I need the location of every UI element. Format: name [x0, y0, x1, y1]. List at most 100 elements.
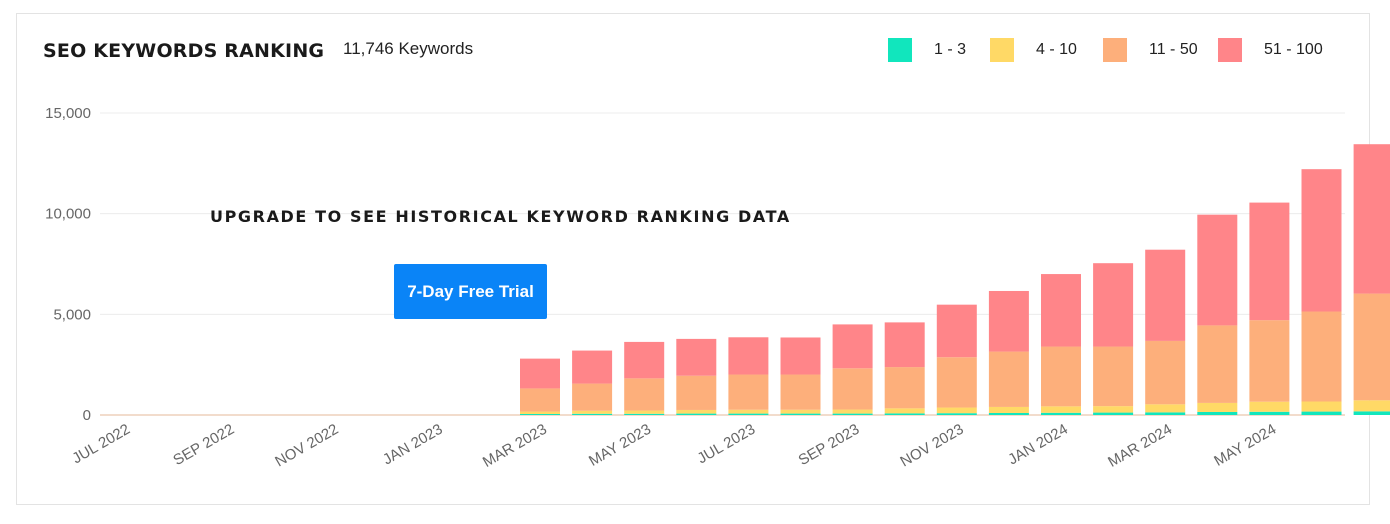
- keyword-count: 11,746 Keywords: [343, 39, 474, 58]
- bar-segment: [676, 413, 717, 415]
- bar-segment: [572, 350, 613, 384]
- y-tick-label: 10,000: [45, 206, 91, 223]
- bar-segment: [1041, 346, 1081, 407]
- bar-segment: [520, 358, 560, 389]
- bar-segment: [1145, 249, 1186, 341]
- x-tick-label: MAY 2023: [586, 421, 654, 470]
- bar-segment: [520, 413, 560, 415]
- bar-segment: [936, 357, 977, 408]
- bar-segment: [936, 304, 977, 358]
- bar-segment: [624, 410, 665, 414]
- bar-segment: [1197, 402, 1238, 412]
- legend-swatch-11-50: [1103, 38, 1127, 62]
- bar-segment: [832, 413, 873, 415]
- bar-segment: [728, 374, 769, 410]
- bar-segment: [1249, 411, 1290, 415]
- bar-segment: [572, 383, 613, 411]
- bar-segment: [1353, 411, 1390, 415]
- x-tick-label: NOV 2022: [272, 421, 341, 471]
- x-tick-label: MAR 2024: [1105, 421, 1175, 471]
- bar-segment: [1041, 412, 1081, 415]
- x-tick-label: JUL 2022: [69, 421, 133, 468]
- x-tick-label: SEP 2023: [796, 421, 863, 469]
- bar-segment: [624, 413, 665, 415]
- bar-segment: [780, 337, 821, 375]
- bar-segment: [1353, 400, 1390, 412]
- bar-segment: [884, 413, 925, 415]
- bar-segment: [728, 337, 769, 375]
- bar-segment: [1041, 274, 1081, 347]
- bar-segment: [1093, 412, 1134, 415]
- bar-segment: [988, 290, 1029, 352]
- bar-segment: [988, 351, 1029, 407]
- legend-item-51-100[interactable]: 51 - 100: [1218, 38, 1323, 62]
- legend-swatch-4-10: [990, 38, 1014, 62]
- x-tick-label: NOV 2023: [897, 421, 966, 471]
- chart-card: [16, 13, 1370, 505]
- bar-segment: [1145, 340, 1186, 405]
- bar-segment: [988, 412, 1029, 415]
- bar-segment: [1093, 263, 1134, 347]
- bar-segment: [1145, 404, 1186, 413]
- bar-segment: [676, 338, 717, 376]
- bar-segment: [1093, 346, 1134, 407]
- upgrade-message: UPGRADE TO SEE HISTORICAL KEYWORD RANKIN…: [210, 207, 791, 226]
- bar-segment: [1197, 411, 1238, 415]
- bar-segment: [780, 409, 821, 414]
- bar-segment: [832, 409, 873, 414]
- bar-segment: [624, 378, 665, 411]
- bar-segment: [1301, 401, 1342, 412]
- x-tick-label: JAN 2023: [380, 421, 446, 469]
- legend-label-11-50: 11 - 50: [1149, 41, 1198, 58]
- bar-segment: [728, 409, 769, 414]
- legend-swatch-51-100: [1218, 38, 1242, 62]
- bar-segment: [832, 368, 873, 410]
- bar-segment: [624, 341, 665, 379]
- bar-segment: [572, 410, 613, 414]
- bar-segment: [1249, 320, 1290, 402]
- legend: 1 - 3 4 - 10 11 - 50 51 - 100: [0, 38, 1390, 64]
- bar-segment: [780, 374, 821, 410]
- y-tick-label: 0: [83, 407, 91, 424]
- x-tick-label: JUL 2023: [695, 421, 759, 468]
- bar-segment: [1353, 144, 1390, 294]
- legend-item-11-50[interactable]: 11 - 50: [1103, 38, 1198, 62]
- y-tick-label: 15,000: [45, 105, 91, 122]
- bar-segment: [1145, 412, 1186, 415]
- chart-title: SEO KEYWORDS RANKING: [43, 40, 325, 62]
- bar-segment: [1197, 214, 1238, 326]
- legend-item-4-10[interactable]: 4 - 10: [990, 38, 1077, 62]
- bar-segment: [988, 406, 1029, 413]
- bar-segment: [1249, 401, 1290, 412]
- bar-segment: [832, 324, 873, 369]
- bar-segment: [520, 411, 560, 414]
- bar-segment: [936, 413, 977, 415]
- legend-swatch-1-3: [888, 38, 912, 62]
- y-tick-label: 5,000: [53, 306, 91, 323]
- bar-segment: [676, 409, 717, 414]
- x-tick-label: SEP 2022: [170, 421, 237, 469]
- bar-segment: [520, 388, 560, 412]
- bar-segment: [780, 413, 821, 415]
- bar-segment: [572, 413, 613, 415]
- free-trial-button[interactable]: 7-Day Free Trial: [394, 264, 547, 319]
- legend-label-51-100: 51 - 100: [1264, 41, 1323, 58]
- legend-item-1-3[interactable]: 1 - 3: [888, 38, 966, 62]
- x-tick-label: MAY 2024: [1211, 421, 1279, 470]
- legend-label-1-3: 1 - 3: [934, 41, 967, 58]
- legend-label-4-10: 4 - 10: [1036, 41, 1077, 58]
- bar-segment: [1301, 411, 1342, 415]
- bar-segment: [1093, 406, 1134, 413]
- bar-segment: [884, 367, 925, 409]
- bar-segment: [1041, 406, 1081, 413]
- bar-segment: [884, 408, 925, 414]
- bar-segment: [1301, 311, 1342, 402]
- bar-segment: [1197, 325, 1238, 403]
- bar-segment: [884, 322, 925, 368]
- bar-segment: [728, 413, 769, 415]
- bar-segment: [676, 375, 717, 410]
- bar-segment: [936, 407, 977, 414]
- bar-segment: [1249, 202, 1290, 321]
- x-tick-label: JAN 2024: [1005, 421, 1071, 469]
